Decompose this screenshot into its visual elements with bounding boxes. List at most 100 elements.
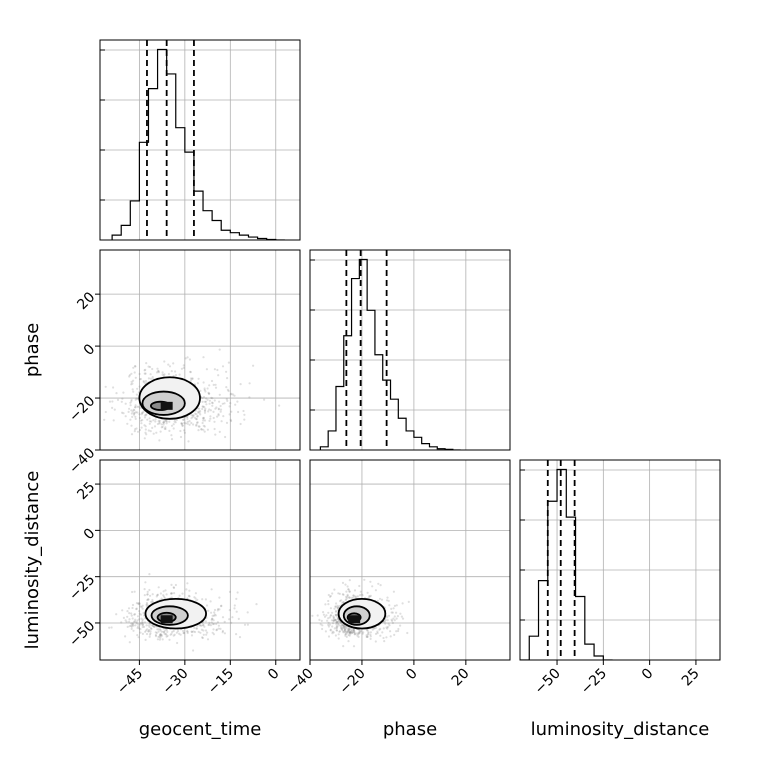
sample-point xyxy=(148,633,152,636)
sample-point xyxy=(170,370,173,373)
sample-point xyxy=(171,630,174,634)
sample-point xyxy=(130,622,133,625)
sample-point xyxy=(336,620,339,623)
sample-point xyxy=(146,603,149,606)
sample-point xyxy=(186,422,189,425)
sample-point xyxy=(189,370,192,373)
sample-point xyxy=(342,626,345,629)
sample-point xyxy=(173,420,176,423)
sample-point xyxy=(164,589,167,592)
sample-point xyxy=(138,627,141,630)
sample-point xyxy=(131,606,134,610)
sample-point xyxy=(174,583,177,587)
histogram-panel-phase xyxy=(309,249,511,451)
sample-point xyxy=(366,635,369,638)
sample-point xyxy=(120,621,123,624)
sample-point xyxy=(400,615,403,618)
sample-point xyxy=(214,407,217,410)
sample-point xyxy=(142,380,145,383)
sample-point xyxy=(112,386,115,389)
sample-point xyxy=(219,627,222,631)
sample-point xyxy=(334,605,337,608)
sample-point xyxy=(182,366,185,369)
sample-point xyxy=(235,610,238,613)
sample-point xyxy=(172,634,175,637)
sample-point xyxy=(211,617,214,621)
sample-point xyxy=(145,624,148,627)
sample-point xyxy=(357,632,360,635)
sample-point xyxy=(235,633,238,636)
sample-point xyxy=(395,604,398,607)
sample-point xyxy=(136,411,139,414)
x-tick-label-phase-1: −20 xyxy=(337,666,369,698)
sample-point xyxy=(331,611,334,614)
sample-point xyxy=(200,428,203,431)
sample-point xyxy=(219,404,222,408)
sample-point xyxy=(140,426,143,429)
sample-point xyxy=(202,428,205,431)
histogram-step-geocent_time xyxy=(111,48,285,240)
sample-point xyxy=(216,609,219,612)
sample-point xyxy=(133,590,136,593)
sample-point xyxy=(199,389,202,392)
sample-point xyxy=(128,618,131,621)
sample-point xyxy=(121,609,124,612)
sample-point xyxy=(369,633,372,636)
sample-point xyxy=(347,629,351,633)
sample-point xyxy=(223,620,226,623)
sample-point xyxy=(210,618,213,622)
sample-point xyxy=(155,431,158,434)
sample-point xyxy=(322,611,325,614)
sample-point xyxy=(205,633,208,636)
sample-point xyxy=(329,594,332,598)
sample-point xyxy=(124,415,127,418)
sample-point xyxy=(143,414,146,417)
sample-point xyxy=(191,377,194,381)
sample-point xyxy=(165,635,168,638)
sample-point xyxy=(237,617,240,621)
sample-point xyxy=(144,382,147,385)
sample-point xyxy=(246,611,249,614)
sample-point xyxy=(196,598,199,602)
sample-point xyxy=(353,589,357,592)
sample-point xyxy=(207,391,210,394)
sample-point xyxy=(350,630,354,633)
sample-point xyxy=(197,377,200,380)
sample-point xyxy=(319,623,322,626)
sample-point xyxy=(138,416,141,420)
sample-point xyxy=(139,623,142,626)
sample-point xyxy=(201,405,204,408)
sample-point xyxy=(163,373,166,376)
sample-point xyxy=(164,633,167,636)
sample-point xyxy=(202,419,205,422)
sample-point xyxy=(210,588,213,591)
sample-point xyxy=(186,631,189,635)
sample-point xyxy=(384,622,387,625)
sample-point xyxy=(130,614,133,617)
sample-point xyxy=(366,635,369,639)
sample-point xyxy=(205,604,209,607)
sample-point xyxy=(369,635,372,638)
sample-point xyxy=(318,618,321,622)
sample-point xyxy=(139,631,142,634)
sample-point xyxy=(377,582,380,585)
x-tick-label-phase-0: −40 xyxy=(285,666,317,698)
sample-point xyxy=(211,617,214,620)
sample-point xyxy=(239,422,242,426)
sample-point xyxy=(140,617,143,620)
y-tick-label-luminosity_distance-2: 0 xyxy=(81,525,99,543)
sample-point xyxy=(219,408,223,411)
sample-point xyxy=(162,590,165,593)
sample-point xyxy=(172,427,175,430)
sample-point xyxy=(348,631,351,634)
sample-point xyxy=(204,390,207,393)
sample-point xyxy=(138,601,141,605)
sample-point xyxy=(134,404,137,407)
sample-point xyxy=(154,635,158,638)
sample-point xyxy=(347,630,350,633)
sample-point xyxy=(217,408,220,411)
sample-point xyxy=(352,594,355,597)
sample-point xyxy=(201,400,204,403)
sample-point xyxy=(345,595,348,599)
sample-point xyxy=(347,588,350,591)
